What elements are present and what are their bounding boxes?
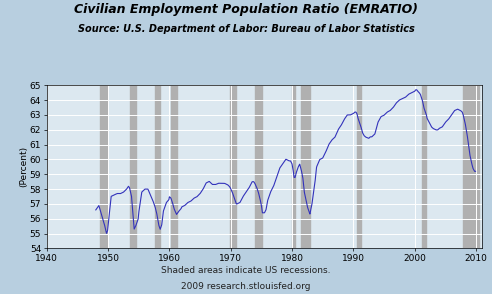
Y-axis label: (Percent): (Percent) (19, 146, 29, 187)
Bar (357, 85, 361, 248)
Text: Source: U.S. Department of Labor: Bureau of Labor Statistics: Source: U.S. Department of Labor: Bureau… (78, 24, 414, 34)
Text: 2009 research.stlouisfed.org: 2009 research.stlouisfed.org (181, 282, 311, 291)
Bar (255, 85, 262, 248)
Bar (422, 85, 427, 248)
Bar (129, 85, 136, 248)
Bar (463, 85, 479, 248)
Text: Civilian Employment Population Ratio (EMRATIO): Civilian Employment Population Ratio (EM… (74, 3, 418, 16)
Bar (155, 85, 160, 248)
Bar (100, 85, 107, 248)
Bar (301, 85, 310, 248)
Text: Shaded areas indicate US recessions.: Shaded areas indicate US recessions. (161, 266, 331, 275)
Bar (171, 85, 177, 248)
Bar (230, 85, 236, 248)
Bar (292, 85, 295, 248)
